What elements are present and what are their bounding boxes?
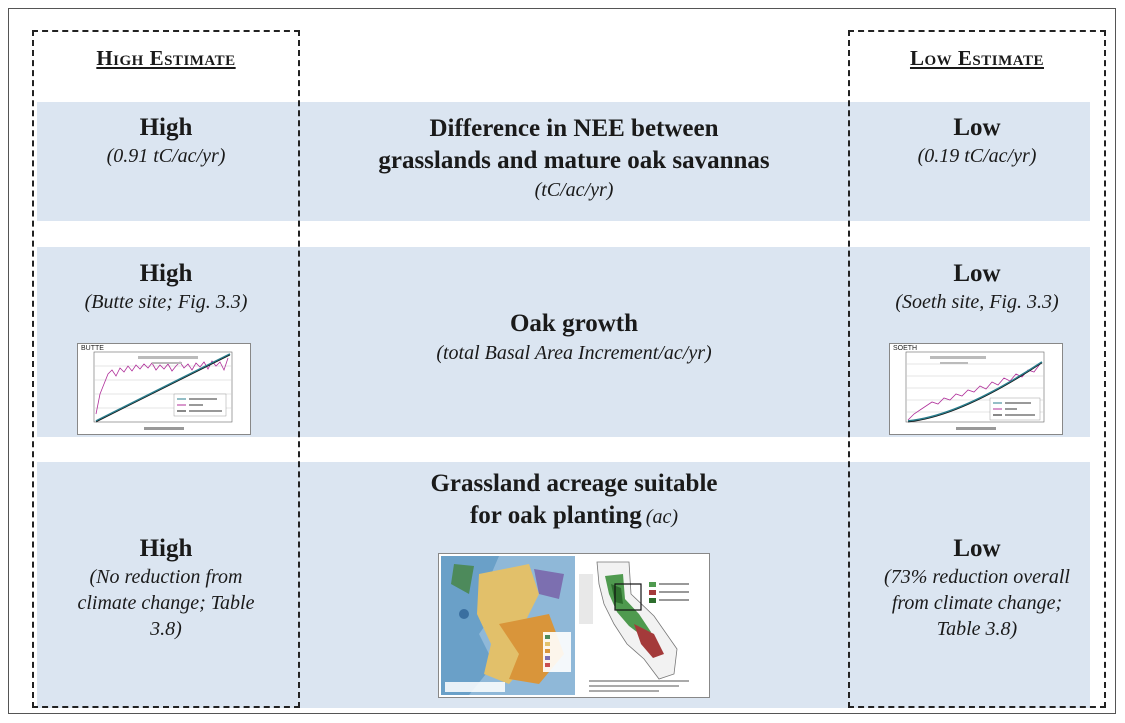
row3-low-note-line1: (73% reduction overall (884, 566, 1070, 588)
row2-low-source: (Soeth site, Fig. 3.3) (895, 291, 1059, 313)
low-estimate-column-box (848, 30, 1106, 708)
row2-middle-unit: (total Basal Area Increment/ac/yr) (436, 342, 712, 364)
row2-high-label: High (139, 260, 193, 287)
row3-high-cell: High (No reduction from climate change; … (36, 534, 296, 642)
row2-high-source: (Butte site; Fig. 3.3) (84, 291, 248, 313)
oak-acreage-map-thumbnail (438, 553, 710, 698)
row1-middle-unit: (tC/ac/yr) (534, 179, 614, 201)
row1-middle-title-line2: grasslands and mature oak savannas (378, 147, 770, 174)
row1-middle-cell: Difference in NEE between grasslands and… (305, 113, 843, 203)
row3-high-note-line3: 3.8) (150, 618, 182, 640)
row3-low-label: Low (953, 535, 1001, 562)
high-estimate-column-box (32, 30, 300, 708)
high-estimate-title: High Estimate (96, 46, 236, 70)
row1-middle-title-line1: Difference in NEE between (429, 115, 719, 142)
row2-low-cell: Low (Soeth site, Fig. 3.3) (852, 259, 1102, 315)
row3-high-note-line1: (No reduction from (89, 566, 243, 588)
row2-low-label: Low (953, 260, 1001, 287)
row2-high-cell: High (Butte site; Fig. 3.3) (36, 259, 296, 315)
row1-low-value: (0.19 tC/ac/yr) (917, 145, 1037, 167)
soeth-chart-graphic (905, 351, 1045, 430)
row-band-nee (37, 102, 1090, 221)
row3-low-note-line2: from climate change; (891, 592, 1063, 614)
row3-high-note-line2: climate change; Table (77, 592, 255, 614)
row1-low-label: Low (953, 114, 1001, 141)
row3-low-cell: Low (73% reduction overall from climate … (852, 534, 1102, 642)
row3-high-label: High (139, 535, 193, 562)
row1-low-cell: Low (0.19 tC/ac/yr) (852, 113, 1102, 169)
soeth-chart-thumbnail: SOETH (889, 343, 1063, 435)
row3-middle-title-line1: Grassland acreage suitable (430, 470, 718, 497)
oak-acreage-map-graphic (439, 554, 709, 697)
row3-middle-unit: (ac) (645, 506, 678, 528)
low-estimate-title: Low Estimate (909, 46, 1044, 70)
row3-middle-cell: Grassland acreage suitable for oak plant… (305, 468, 843, 532)
row3-low-note-line3: Table 3.8) (936, 618, 1018, 640)
butte-chart-thumbnail: BUTTE (77, 343, 251, 435)
row1-high-label: High (139, 114, 193, 141)
butte-chart-title: BUTTE (81, 345, 104, 352)
row1-high-value: (0.91 tC/ac/yr) (106, 145, 226, 167)
row3-middle-title-line2: for oak planting (469, 502, 642, 529)
row1-high-cell: High (0.91 tC/ac/yr) (36, 113, 296, 169)
row2-middle-cell: Oak growth (total Basal Area Increment/a… (305, 308, 843, 366)
page-frame (8, 8, 1116, 714)
butte-chart-graphic (93, 351, 233, 430)
soeth-chart-title: SOETH (893, 345, 918, 352)
row2-middle-title: Oak growth (509, 310, 639, 337)
